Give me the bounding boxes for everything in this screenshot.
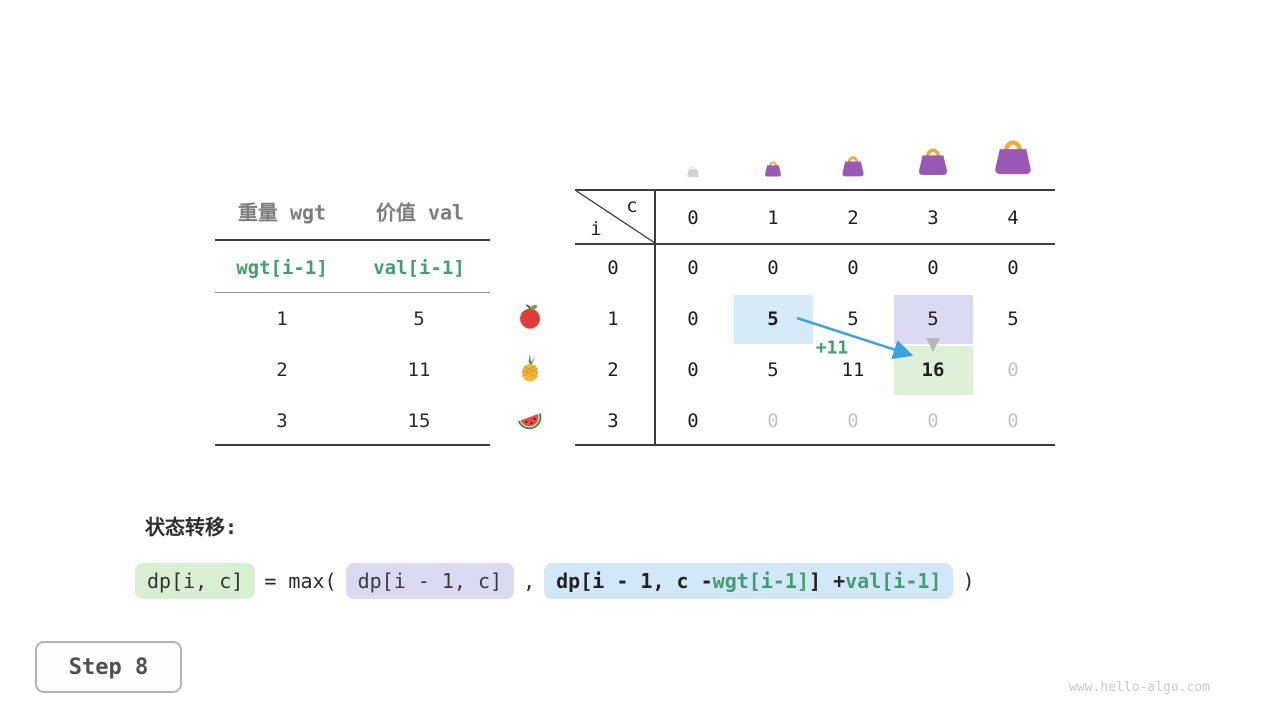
values-col-header: 价值 val [375, 200, 465, 225]
divider [575, 243, 1055, 245]
col-header: 2 [847, 207, 859, 229]
dp-cell: 0 [687, 359, 699, 381]
bag-icon-ghost [686, 164, 701, 183]
bag-icon-lg [990, 132, 1037, 183]
formula-option1-box: dp[i - 1, c] [345, 563, 515, 599]
dp-cell-current: 16 [921, 359, 945, 381]
item-weight: 2 [276, 359, 288, 381]
step-label: Step 8 [68, 654, 149, 680]
dp-cell: 0 [1007, 410, 1019, 432]
col-header: 3 [927, 207, 939, 229]
watermark: www.hello-algo.com [1069, 680, 1210, 695]
pineapple-icon [515, 353, 545, 387]
dp-cell: 0 [687, 410, 699, 432]
corner-row-var: i [590, 218, 602, 240]
dp-cell: 11 [841, 359, 865, 381]
row-header: 0 [607, 257, 619, 279]
dp-cell: 5 [1007, 308, 1019, 330]
item-weight: 3 [276, 410, 288, 432]
state-transition-formula: dp[i, c] = max( dp[i - 1, c] , dp[i - 1,… [135, 559, 975, 603]
formula-close-paren: ) [962, 569, 975, 593]
divider [575, 444, 1055, 446]
corner-diagonal [575, 190, 655, 243]
col-header: 0 [687, 207, 699, 229]
step-button[interactable]: Step 8 [35, 641, 182, 693]
dp-cell: 0 [927, 410, 939, 432]
col-header: 1 [767, 207, 779, 229]
section-label: 状态转移: [145, 515, 238, 539]
col-header: 4 [1007, 207, 1019, 229]
bag-icon-md [915, 142, 952, 183]
watermelon-icon [515, 404, 546, 439]
divider [215, 239, 490, 241]
divider [575, 189, 1055, 191]
row-header: 3 [607, 410, 619, 432]
weights-col-header: 重量 wgt [237, 200, 327, 225]
item-value: 11 [407, 359, 431, 381]
row-header: 1 [607, 308, 619, 330]
dp-cell-source-purple: 5 [927, 308, 939, 330]
dp-cell: 5 [847, 308, 859, 330]
bag-icon-sm [839, 151, 867, 183]
dp-cell: 0 [847, 257, 859, 279]
divider [215, 444, 490, 446]
dp-cell: 0 [687, 308, 699, 330]
apple-icon [516, 302, 545, 335]
formula-option2-part3: ] + [809, 569, 846, 593]
divider [215, 292, 490, 293]
bag-icon-xs [763, 158, 784, 183]
gain-label: +11 [815, 337, 849, 359]
dp-cell: 0 [847, 410, 859, 432]
formula-equals-max: = max( [264, 569, 337, 593]
formula-option2-box: dp[i - 1, c - wgt[i-1] ] + val[i-1] [544, 563, 954, 599]
dp-cell: 0 [1007, 257, 1019, 279]
dp-cell: 0 [767, 410, 779, 432]
formula-lhs-box: dp[i, c] [135, 563, 256, 599]
formula-option2-val: val[i-1] [845, 569, 942, 593]
divider [654, 189, 656, 446]
wgt-var-label: wgt[i-1] [236, 257, 328, 279]
dp-cell: 0 [687, 257, 699, 279]
item-value: 5 [413, 308, 425, 330]
dp-cell-source-blue: 5 [767, 308, 779, 330]
dp-cell: 0 [767, 257, 779, 279]
val-var-label: val[i-1] [373, 257, 465, 279]
formula-comma: , [523, 569, 536, 593]
dp-cell: 0 [927, 257, 939, 279]
item-value: 15 [407, 410, 431, 432]
dp-cell: 0 [1007, 359, 1019, 381]
item-weight: 1 [276, 308, 288, 330]
row-header: 2 [607, 359, 619, 381]
corner-col-var: c [626, 195, 638, 217]
formula-option2-part1: dp[i - 1, c - [556, 569, 713, 593]
formula-option2-wgt: wgt[i-1] [712, 569, 809, 593]
dp-cell: 5 [767, 359, 779, 381]
